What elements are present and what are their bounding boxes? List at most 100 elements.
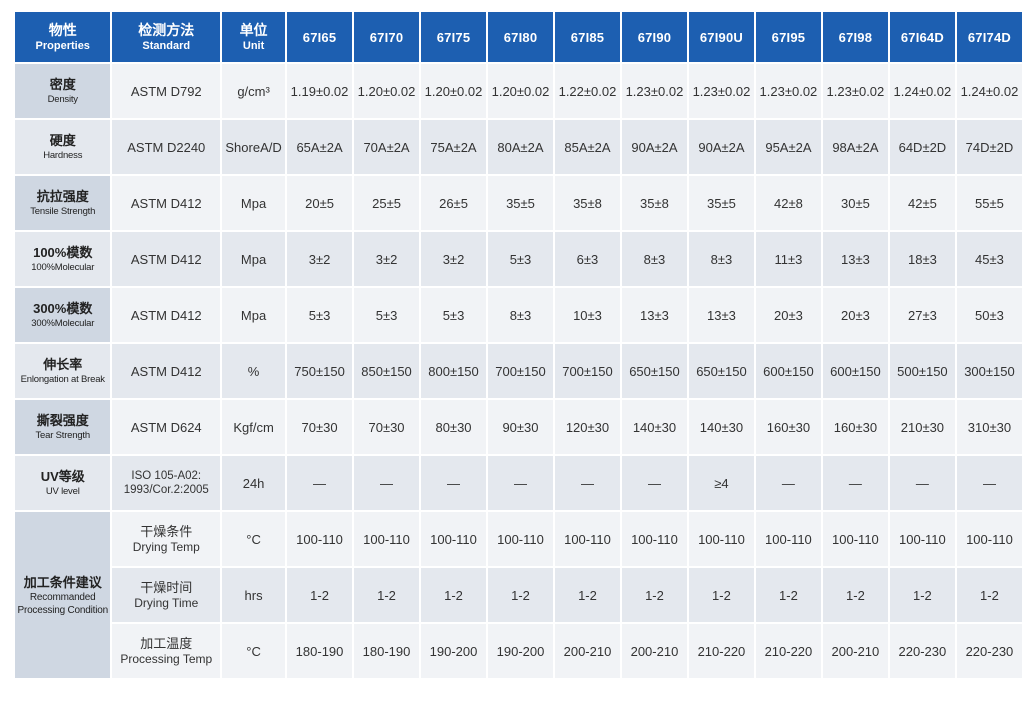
value-cell: 1-2	[889, 568, 955, 622]
value-cell: 1.23±0.02	[822, 64, 888, 118]
table-row: 撕裂强度 Tear Strength ASTM D624 Kgf/cm 70±30 70±…	[15, 400, 1022, 454]
unit-cell: ShoreA/D	[222, 120, 286, 174]
standard-cell: ISO 105-A02: 1993/Cor.2:2005	[112, 456, 221, 510]
value-cell: —	[956, 456, 1022, 510]
value-cell: 5±3	[421, 288, 486, 342]
value-cell: 100-110	[956, 512, 1022, 566]
property-name-zh: 100%模数	[33, 244, 93, 260]
value-cell: 800±150	[421, 344, 486, 398]
processing-item-cell: 加工温度 Processing Temp	[112, 624, 221, 678]
processing-item-zh: 干燥时间	[140, 580, 193, 595]
value-cell: 13±3	[822, 232, 888, 286]
header-model: 67I95	[755, 12, 821, 62]
header-unit: 单位 Unit	[222, 12, 286, 62]
value-cell: 8±3	[488, 288, 553, 342]
value-cell: 180-190	[287, 624, 353, 678]
property-cell: 伸长率 Enlongation at Break	[15, 344, 111, 398]
property-name-zh: 伸长率	[43, 356, 83, 372]
value-cell: 1-2	[956, 568, 1022, 622]
value-cell: 1-2	[554, 568, 620, 622]
unit-cell: %	[222, 344, 286, 398]
value-cell: —	[287, 456, 353, 510]
value-cell: 600±150	[822, 344, 888, 398]
processing-row: 加工温度 Processing Temp °C 180-190 180-190 190-2…	[15, 624, 1022, 678]
value-cell: ≥4	[688, 456, 754, 510]
value-cell: 500±150	[889, 344, 955, 398]
unit-cell: Mpa	[222, 232, 286, 286]
standard-cell: ASTM D412	[112, 288, 221, 342]
value-cell: 650±150	[688, 344, 754, 398]
value-cell: 20±5	[287, 176, 353, 230]
value-cell: 1.24±0.02	[956, 64, 1022, 118]
property-name-en: Tear Strength	[35, 429, 91, 441]
value-cell: 5±3	[354, 288, 420, 342]
unit-cell: °C	[222, 512, 286, 566]
value-cell: 50±3	[956, 288, 1022, 342]
value-cell: 18±3	[889, 232, 955, 286]
value-cell: 25±5	[354, 176, 420, 230]
processing-item-en: Drying Time	[134, 596, 199, 610]
value-cell: 190-200	[488, 624, 553, 678]
table-row: UV等级 UV level ISO 105-A02: 1993/Cor.2:2005…	[15, 456, 1022, 510]
property-name-en: Enlongation at Break	[20, 373, 105, 385]
value-cell: —	[621, 456, 687, 510]
value-cell: 13±3	[621, 288, 687, 342]
value-cell: 1-2	[688, 568, 754, 622]
value-cell: 210±30	[889, 400, 955, 454]
value-cell: 650±150	[621, 344, 687, 398]
property-name-en: 300%Molecular	[31, 317, 95, 329]
property-name-en: Tensile Strength	[30, 205, 96, 217]
value-cell: 160±30	[822, 400, 888, 454]
value-cell: 100-110	[287, 512, 353, 566]
value-cell: 210-220	[688, 624, 754, 678]
value-cell: 64D±2D	[889, 120, 955, 174]
processing-item-zh: 干燥条件	[140, 524, 193, 539]
header-properties-en: Properties	[35, 39, 90, 52]
processing-group-en: Recommanded Processing Condition	[17, 591, 108, 616]
processing-group-cell: 加工条件建议 Recommanded Processing Condition	[15, 512, 111, 678]
property-name-zh: 硬度	[49, 132, 76, 148]
value-cell: 70±30	[354, 400, 420, 454]
table-body: 密度 Density ASTM D792 g/cm³ 1.19±0.02 1.20±0.0…	[15, 64, 1022, 678]
value-cell: 100-110	[755, 512, 821, 566]
standard-cell: ASTM D412	[112, 176, 221, 230]
value-cell: 65A±2A	[287, 120, 353, 174]
value-cell: 100-110	[688, 512, 754, 566]
value-cell: 20±3	[822, 288, 888, 342]
value-cell: 20±3	[755, 288, 821, 342]
value-cell: 200-210	[822, 624, 888, 678]
value-cell: 1.22±0.02	[554, 64, 620, 118]
value-cell: 140±30	[621, 400, 687, 454]
value-cell: 3±2	[421, 232, 486, 286]
value-cell: 750±150	[287, 344, 353, 398]
property-cell: 100%模数 100%Molecular	[15, 232, 111, 286]
property-cell: UV等级 UV level	[15, 456, 111, 510]
standard-cell: ASTM D412	[112, 344, 221, 398]
value-cell: 310±30	[956, 400, 1022, 454]
unit-cell: Kgf/cm	[222, 400, 286, 454]
value-cell: 70±30	[287, 400, 353, 454]
property-name-en: 100%Molecular	[31, 261, 95, 273]
value-cell: 80A±2A	[488, 120, 553, 174]
value-cell: 100-110	[421, 512, 486, 566]
value-cell: 1.20±0.02	[488, 64, 553, 118]
unit-cell: Mpa	[222, 176, 286, 230]
table-row: 硬度 Hardness ASTM D2240 ShoreA/D 65A±2A 70A±2A…	[15, 120, 1022, 174]
processing-item-cell: 干燥时间 Drying Time	[112, 568, 221, 622]
header-model: 67I90U	[688, 12, 754, 62]
table-row: 抗拉强度 Tensile Strength ASTM D412 Mpa 20±5 25±5…	[15, 176, 1022, 230]
value-cell: 3±2	[287, 232, 353, 286]
value-cell: 210-220	[755, 624, 821, 678]
property-cell: 300%模数 300%Molecular	[15, 288, 111, 342]
value-cell: 35±5	[488, 176, 553, 230]
value-cell: 1.20±0.02	[421, 64, 486, 118]
value-cell: 10±3	[554, 288, 620, 342]
value-cell: 90±30	[488, 400, 553, 454]
value-cell: —	[354, 456, 420, 510]
value-cell: —	[488, 456, 553, 510]
table-row: 密度 Density ASTM D792 g/cm³ 1.19±0.02 1.20±0.0…	[15, 64, 1022, 118]
value-cell: 42±5	[889, 176, 955, 230]
value-cell: 98A±2A	[822, 120, 888, 174]
property-name-zh: 密度	[49, 76, 76, 92]
value-cell: 85A±2A	[554, 120, 620, 174]
